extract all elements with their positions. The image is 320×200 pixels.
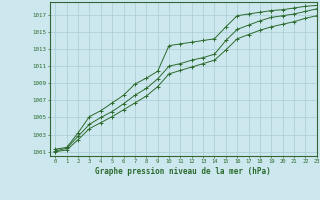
- X-axis label: Graphe pression niveau de la mer (hPa): Graphe pression niveau de la mer (hPa): [95, 167, 271, 176]
